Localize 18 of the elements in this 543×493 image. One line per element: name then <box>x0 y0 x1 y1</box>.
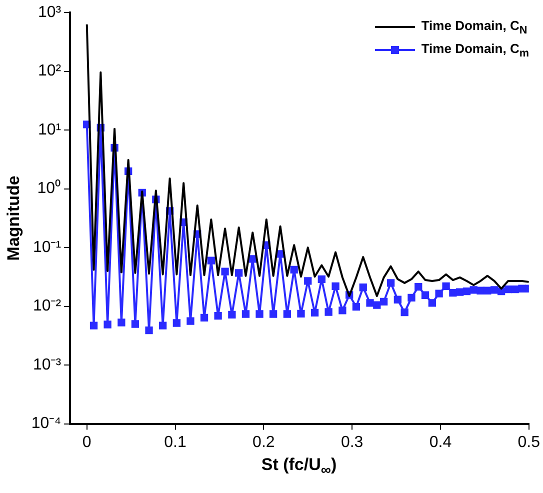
legend-label: Time Domain, C$_{N}$ <box>421 18 528 37</box>
y-tick-label: 10¹ <box>38 121 62 138</box>
x-tick-label: 0.5 <box>518 434 540 451</box>
x-tick-label: 0.4 <box>429 434 452 451</box>
y-tick-label: 10⁻² <box>32 298 62 315</box>
y-tick-label: 10³ <box>38 4 62 22</box>
y-axis-title: Magnitude <box>4 176 23 261</box>
y-tick-label: 10⁻¹ <box>32 238 62 256</box>
y-tick-label: 10⁻³ <box>32 356 62 374</box>
x-tick-label: 0.3 <box>340 434 364 451</box>
x-axis-title: St (fc/U$_{∞}$) <box>260 455 338 478</box>
y-tick-label: 10² <box>38 62 62 80</box>
x-tick-label: 0.1 <box>164 434 186 451</box>
y-tick-label: 10⁻⁴ <box>31 415 62 432</box>
x-tick-label: 0 <box>82 434 92 451</box>
y-tick-label: 10⁰ <box>37 179 62 198</box>
legend-label: Time Domain, C$_{m}$ <box>421 40 529 60</box>
x-tick-label: 0.2 <box>252 434 275 451</box>
